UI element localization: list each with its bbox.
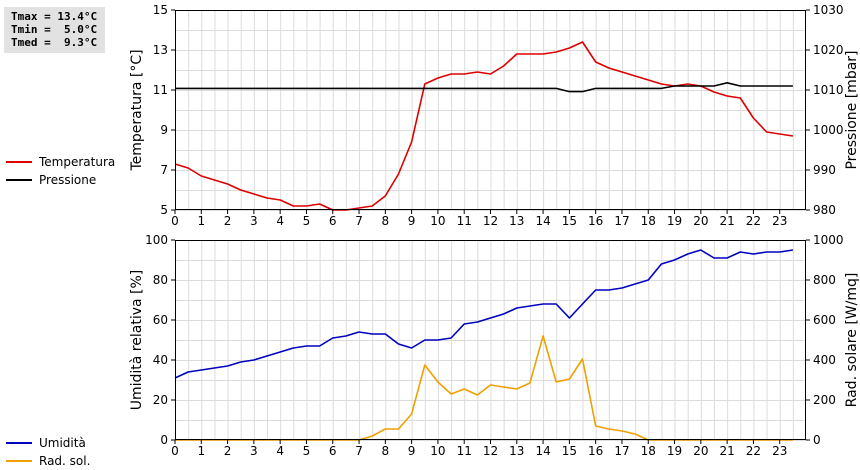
legend-swatch-temperatura (6, 161, 32, 163)
x-tick-label-bottom: 5 (303, 444, 311, 458)
x-tick-label-top: 10 (430, 214, 445, 228)
x-tick-label-bottom: 17 (614, 444, 629, 458)
x-tick-label-bottom: 15 (562, 444, 577, 458)
legend-label-pressione: Pressione (39, 173, 97, 187)
y-tick-label-right-top: 980 (813, 203, 836, 217)
y-tick-label-left-bottom: 40 (153, 353, 168, 367)
y-tick-label-right-bottom: 400 (813, 353, 836, 367)
x-tick-label-top: 19 (667, 214, 682, 228)
legend-label-umidita: Umidità (39, 436, 86, 450)
x-tick-label-top: 23 (772, 214, 787, 228)
x-tick-label-bottom: 1 (197, 444, 205, 458)
x-tick-label-bottom: 7 (355, 444, 363, 458)
x-tick-label-bottom: 18 (641, 444, 656, 458)
x-tick-label-bottom: 0 (171, 444, 179, 458)
plot-frame-top (175, 10, 806, 210)
x-tick-label-bottom: 6 (329, 444, 337, 458)
x-tick-label-bottom: 22 (746, 444, 761, 458)
x-tick-label-bottom: 8 (382, 444, 390, 458)
y-tick-label-right-top: 990 (813, 163, 836, 177)
chart-bottom: 0 1 2 3 4 5 6 7 8 9 10 11 12 13 14 15 16 17 18 19 20 21 22 2302… (129, 233, 860, 458)
x-tick-label-bottom: 4 (276, 444, 284, 458)
y-tick-label-left-top: 5 (160, 203, 168, 217)
x-tick-label-bottom: 9 (408, 444, 416, 458)
x-tick-label-top: 16 (588, 214, 603, 228)
y-tick-label-left-bottom: 80 (153, 273, 168, 287)
series-line-pressione (175, 82, 793, 93)
y-tick-label-left-top: 7 (160, 163, 168, 177)
y-tick-label-left-top: 15 (153, 3, 168, 17)
x-tick-label-bottom: 13 (509, 444, 524, 458)
y-tick-label-right-bottom: 200 (813, 393, 836, 407)
weather-charts: 0 1 2 3 4 5 6 7 8 9 10 11 12 13 14 15 16 17 18 19 20 21 22 2357… (129, 3, 860, 458)
y-tick-label-right-top: 1020 (813, 43, 844, 57)
series-line-temperatura (174, 41, 794, 211)
x-tick-label-bottom: 11 (457, 444, 472, 458)
x-tick-label-top: 17 (614, 214, 629, 228)
x-tick-label-top: 7 (355, 214, 363, 228)
x-tick-label-top: 12 (483, 214, 498, 228)
x-tick-label-top: 8 (382, 214, 390, 228)
y-tick-label-left-bottom: 60 (153, 313, 168, 327)
y-tick-label-left-bottom: 100 (145, 233, 168, 247)
y-axis-label-right-top: Pressione [mbar] (844, 50, 860, 169)
stats-box: Tmax = 13.4°C Tmin = 5.0°C Tmed = 9.3°C (4, 7, 105, 53)
x-tick-label-top: 2 (224, 214, 232, 228)
y-tick-label-right-top: 1000 (813, 123, 844, 137)
x-tick-label-bottom: 23 (772, 444, 787, 458)
y-tick-label-right-bottom: 600 (813, 313, 836, 327)
y-tick-label-left-top: 9 (160, 123, 168, 137)
plot-frame-bottom (175, 240, 806, 440)
x-tick-label-top: 5 (303, 214, 311, 228)
y-tick-label-right-bottom: 800 (813, 273, 836, 287)
y-tick-label-right-top: 1030 (813, 3, 844, 17)
legend-swatch-rad-sol (6, 460, 32, 462)
x-tick-label-bottom: 12 (483, 444, 498, 458)
legend-swatch-pressione (6, 179, 32, 181)
y-tick-label-left-top: 11 (153, 83, 168, 97)
legend-swatch-umidita (6, 442, 32, 444)
tmed-text: Tmed = 9.3°C (11, 36, 98, 49)
legend-label-temperatura: Temperatura (39, 155, 116, 169)
y-tick-label-left-bottom: 0 (160, 433, 168, 447)
x-tick-label-top: 1 (197, 214, 205, 228)
y-tick-label-right-top: 1010 (813, 83, 844, 97)
x-tick-label-bottom: 20 (693, 444, 708, 458)
x-tick-label-top: 20 (693, 214, 708, 228)
x-tick-label-bottom: 16 (588, 444, 603, 458)
x-tick-label-bottom: 14 (535, 444, 550, 458)
x-tick-label-top: 9 (408, 214, 416, 228)
y-tick-label-left-bottom: 20 (153, 393, 168, 407)
series-line-umidit (174, 249, 794, 379)
series-line-rad-sol (175, 335, 793, 441)
y-axis-label-left-top: Temperatura [°C] (129, 49, 145, 171)
chart-top: 0 1 2 3 4 5 6 7 8 9 10 11 12 13 14 15 16 17 18 19 20 21 22 2357… (129, 3, 860, 228)
x-tick-label-top: 14 (535, 214, 550, 228)
y-axis-label-right-bottom: Rad. solare [W/mq] (844, 273, 860, 408)
tmax-text: Tmax = 13.4°C (11, 10, 98, 23)
x-tick-label-top: 22 (746, 214, 761, 228)
x-tick-label-bottom: 21 (719, 444, 734, 458)
x-tick-label-top: 21 (719, 214, 734, 228)
x-tick-label-top: 18 (641, 214, 656, 228)
x-tick-label-bottom: 2 (224, 444, 232, 458)
x-tick-label-bottom: 3 (250, 444, 258, 458)
x-tick-label-bottom: 10 (430, 444, 445, 458)
y-tick-label-right-bottom: 1000 (813, 233, 844, 247)
x-tick-label-top: 13 (509, 214, 524, 228)
tmin-text: Tmin = 5.0°C (11, 23, 98, 36)
x-tick-label-top: 3 (250, 214, 258, 228)
x-tick-label-top: 6 (329, 214, 337, 228)
x-tick-label-top: 11 (457, 214, 472, 228)
y-tick-label-right-bottom: 0 (813, 433, 821, 447)
y-tick-label-left-top: 13 (153, 43, 168, 57)
x-tick-label-top: 15 (562, 214, 577, 228)
x-tick-label-top: 0 (171, 214, 179, 228)
x-tick-label-top: 4 (276, 214, 284, 228)
y-axis-label-left-bottom: Umidità relativa [%] (129, 270, 145, 411)
x-tick-label-bottom: 19 (667, 444, 682, 458)
